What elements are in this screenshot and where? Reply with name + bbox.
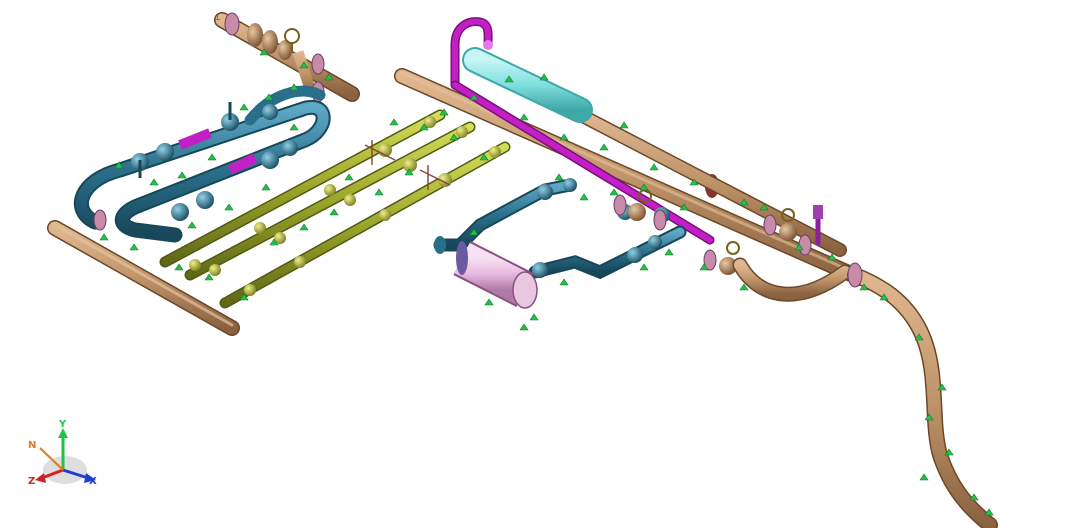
upper-bronze-line[interactable] xyxy=(568,105,847,257)
olive-pipe-3[interactable] xyxy=(219,141,511,309)
descending-outlet-pipe[interactable] xyxy=(732,257,998,528)
axis-label-n: N xyxy=(28,440,36,451)
axis-label-y: Y xyxy=(58,419,67,430)
axis-label-x: X xyxy=(89,476,97,487)
cyan-vessel[interactable] xyxy=(462,47,593,123)
pink-vessel[interactable] xyxy=(453,241,538,309)
main-header-valves[interactable] xyxy=(613,189,823,275)
pipe-supports xyxy=(99,48,994,516)
top-left-inlet-pipe[interactable]: ⊥ xyxy=(214,12,360,103)
olive-pipe-1[interactable] xyxy=(159,109,446,268)
teal-branch-pipe[interactable] xyxy=(433,178,687,280)
main-header-pipe[interactable] xyxy=(394,68,868,286)
axis-label-z: Z xyxy=(28,476,35,487)
svg-text:⊥: ⊥ xyxy=(214,13,221,22)
olive-valve-group[interactable] xyxy=(189,116,501,296)
teal-loop-piping[interactable] xyxy=(73,85,331,243)
olive-pipe-2[interactable] xyxy=(184,121,476,281)
axis-triad-icon: Y N Z X xyxy=(28,419,97,487)
left-header-pipe[interactable] xyxy=(47,220,240,336)
